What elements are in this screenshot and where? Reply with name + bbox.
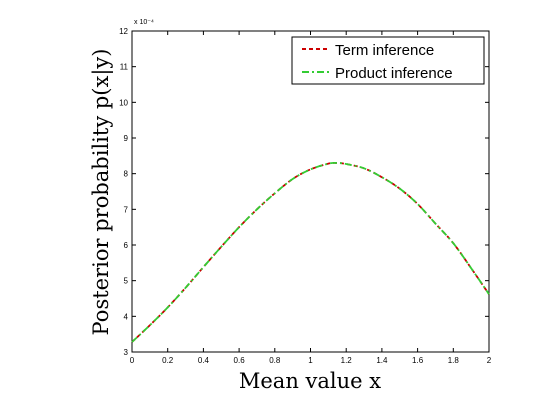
y-tick-label: 10	[119, 98, 128, 107]
y-axis-label: Posterior probability p(x|y)	[89, 49, 114, 336]
y-tick-label: 12	[119, 27, 128, 36]
x-tick-label: 1.2	[341, 356, 353, 365]
series-line-product-inference	[131, 161, 490, 343]
legend-label-product: Product inference	[335, 65, 453, 82]
y-tick-label: 8	[124, 170, 129, 179]
y-tick-label: 4	[124, 312, 129, 321]
y-exponent-label: x 10⁻⁴	[134, 19, 154, 26]
y-tick-label: 3	[124, 348, 129, 357]
x-tick-label: 0.6	[234, 356, 246, 365]
x-tick-label: 0.8	[269, 356, 281, 365]
y-tick-label: 9	[124, 134, 129, 143]
y-tick-label: 6	[124, 241, 129, 250]
x-tick-label: 1.4	[376, 356, 388, 365]
y-tick-label: 5	[124, 277, 129, 286]
x-tick-label: 1.8	[448, 356, 460, 365]
x-tick-label: 0	[130, 356, 135, 365]
x-tick-label: 0.4	[198, 356, 210, 365]
x-tick-label: 0.2	[162, 356, 174, 365]
legend-label-term: Term inference	[335, 42, 434, 59]
y-tick-label: 11	[120, 63, 129, 72]
legend: Term inference Product inference	[291, 36, 485, 85]
x-tick-label: 1.6	[412, 356, 424, 365]
x-tick-label: 2	[487, 356, 492, 365]
legend-box	[291, 36, 485, 85]
x-axis-label: Mean value x	[239, 369, 381, 393]
y-tick-label: 7	[124, 205, 129, 214]
x-tick-label: 1	[308, 356, 313, 365]
